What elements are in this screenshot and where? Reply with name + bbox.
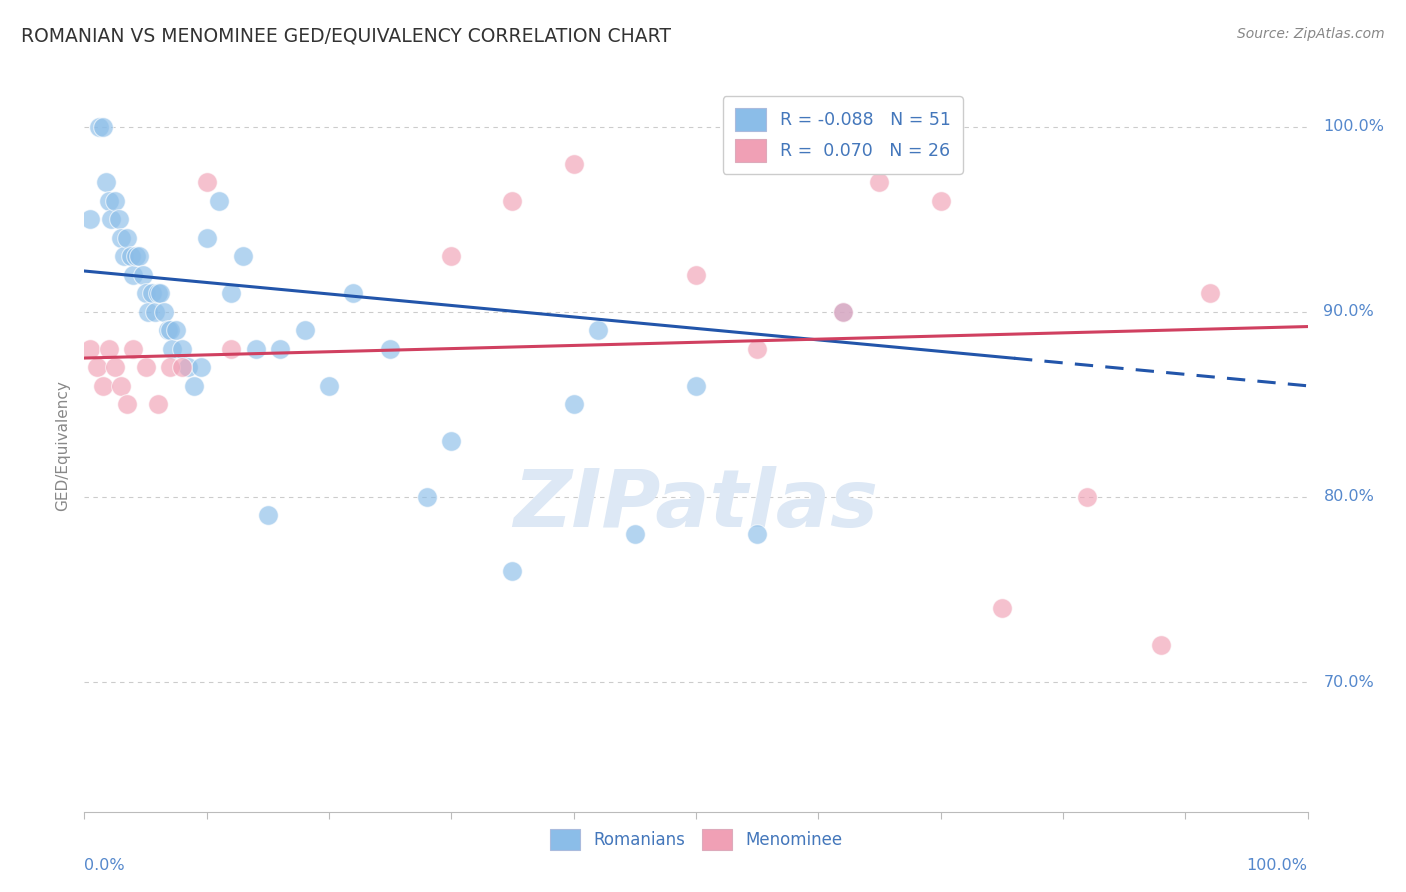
Point (440, 434, 463, 449)
Point (380, 342, 402, 356)
Text: 0.0%: 0.0% (84, 858, 125, 873)
Point (183, 379, 205, 393)
Point (831, 304, 853, 318)
Point (156, 323, 179, 337)
Text: 80.0%: 80.0% (1323, 490, 1374, 504)
Point (929, 194, 952, 208)
Point (562, 397, 585, 411)
Point (112, 249, 135, 263)
Point (79, 212, 101, 227)
Point (562, 156, 585, 170)
Point (146, 397, 169, 411)
Legend: Romanians, Menominee: Romanians, Menominee (538, 817, 853, 862)
Point (86, 360, 108, 375)
Text: ROMANIAN VS MENOMINEE GED/EQUIVALENCY CORRELATION CHART: ROMANIAN VS MENOMINEE GED/EQUIVALENCY CO… (21, 27, 671, 45)
Point (100, 212, 122, 227)
Point (104, 194, 127, 208)
Point (97, 194, 120, 208)
Text: 70.0%: 70.0% (1323, 674, 1374, 690)
Point (502, 194, 524, 208)
Point (107, 212, 129, 227)
Point (143, 304, 166, 318)
Point (586, 323, 609, 337)
Point (416, 490, 439, 504)
Point (135, 286, 157, 301)
Point (128, 249, 150, 263)
Point (219, 286, 242, 301)
Point (257, 508, 280, 523)
Point (132, 268, 155, 282)
Point (1198, 286, 1220, 301)
Text: ZIPatlas: ZIPatlas (513, 466, 879, 543)
Point (747, 527, 769, 541)
Point (195, 175, 218, 189)
Point (177, 360, 200, 375)
Point (869, 175, 891, 189)
Point (440, 249, 463, 263)
Point (91, 379, 114, 393)
Point (135, 360, 157, 375)
Point (165, 323, 187, 337)
Point (110, 230, 132, 244)
Point (110, 379, 132, 393)
Point (1150, 638, 1173, 652)
Point (245, 342, 267, 356)
Point (159, 323, 181, 337)
Point (685, 268, 707, 282)
Point (190, 360, 212, 375)
Point (831, 304, 853, 318)
Point (294, 323, 316, 337)
Text: 100.0%: 100.0% (1247, 858, 1308, 873)
Point (91, 120, 114, 134)
Point (269, 342, 291, 356)
Point (96, 175, 118, 189)
Point (120, 249, 142, 263)
Point (149, 286, 172, 301)
Point (97, 342, 120, 356)
Point (125, 249, 148, 263)
Point (146, 286, 169, 301)
Point (115, 397, 138, 411)
Point (122, 342, 145, 356)
Point (685, 379, 707, 393)
Point (87, 120, 110, 134)
Point (624, 527, 647, 541)
Point (991, 601, 1014, 615)
Text: 100.0%: 100.0% (1323, 119, 1385, 134)
Point (208, 194, 231, 208)
Point (153, 304, 176, 318)
Point (79, 342, 101, 356)
Point (1076, 490, 1098, 504)
Point (232, 249, 254, 263)
Point (195, 230, 218, 244)
Point (122, 268, 145, 282)
Text: Source: ZipAtlas.com: Source: ZipAtlas.com (1237, 27, 1385, 41)
Point (502, 564, 524, 578)
Point (318, 379, 340, 393)
Point (159, 360, 181, 375)
Point (136, 304, 159, 318)
Point (162, 342, 184, 356)
Point (747, 342, 769, 356)
Point (104, 360, 127, 375)
Point (115, 230, 138, 244)
Point (172, 342, 194, 356)
Point (141, 286, 163, 301)
Y-axis label: GED/Equivalency: GED/Equivalency (55, 381, 70, 511)
Point (172, 360, 194, 375)
Text: 90.0%: 90.0% (1323, 304, 1374, 319)
Point (342, 286, 364, 301)
Point (219, 342, 242, 356)
